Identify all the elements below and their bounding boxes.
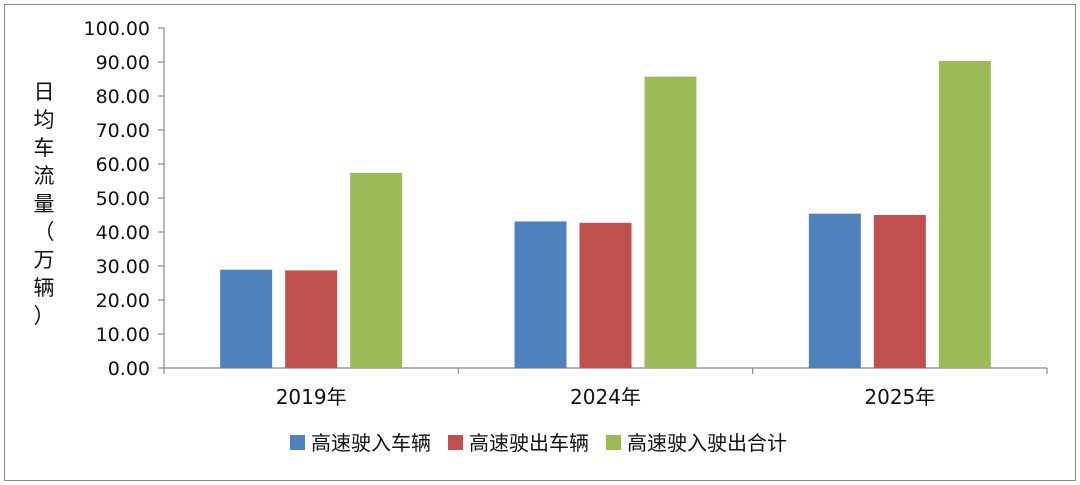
bar xyxy=(579,222,632,368)
y-tick-label: 40.00 xyxy=(96,222,150,244)
y-axis-label-char: 日 xyxy=(33,80,55,104)
x-tick-label: 2024年 xyxy=(570,385,641,409)
bar xyxy=(644,76,697,369)
y-axis-label-char: 流 xyxy=(33,164,55,188)
y-tick-label: 30.00 xyxy=(96,256,150,278)
y-axis-label-char: 万 xyxy=(33,248,55,272)
y-axis-label-char: 辆 xyxy=(33,276,55,300)
legend-swatch xyxy=(606,435,621,450)
y-axis-label-char: 量 xyxy=(33,192,55,216)
legend-label: 高速驶入车辆 xyxy=(311,431,431,455)
bar xyxy=(514,221,567,368)
y-tick-label: 90.00 xyxy=(96,52,150,74)
bar xyxy=(285,270,338,368)
y-tick-label: 80.00 xyxy=(96,86,150,108)
y-tick-label: 70.00 xyxy=(96,120,150,142)
y-tick-label: 60.00 xyxy=(96,154,150,176)
x-tick-label: 2025年 xyxy=(864,385,935,409)
y-axis-label: 日均车流量 （ 万辆 ） xyxy=(30,78,58,330)
y-axis-label-char: 均 xyxy=(33,108,55,132)
legend-swatch xyxy=(290,435,305,450)
legend-label: 高速驶出车辆 xyxy=(469,431,589,455)
bar xyxy=(808,213,861,368)
bar xyxy=(220,269,273,368)
y-tick-label: 10.00 xyxy=(96,324,150,346)
bar xyxy=(938,60,991,368)
y-axis-label-char: 车 xyxy=(33,136,55,160)
bar xyxy=(873,215,926,368)
y-tick-label: 100.00 xyxy=(84,18,150,40)
y-axis-label-char: ） xyxy=(33,304,55,328)
y-tick-label: 20.00 xyxy=(96,290,150,312)
y-tick-label: 0.00 xyxy=(108,358,150,380)
y-tick-label: 50.00 xyxy=(96,188,150,210)
bar xyxy=(350,172,403,368)
x-tick-label: 2019年 xyxy=(276,385,347,409)
legend-label: 高速驶入驶出合计 xyxy=(627,431,787,455)
legend-swatch xyxy=(448,435,463,450)
y-axis-label-char: （ xyxy=(33,220,55,244)
